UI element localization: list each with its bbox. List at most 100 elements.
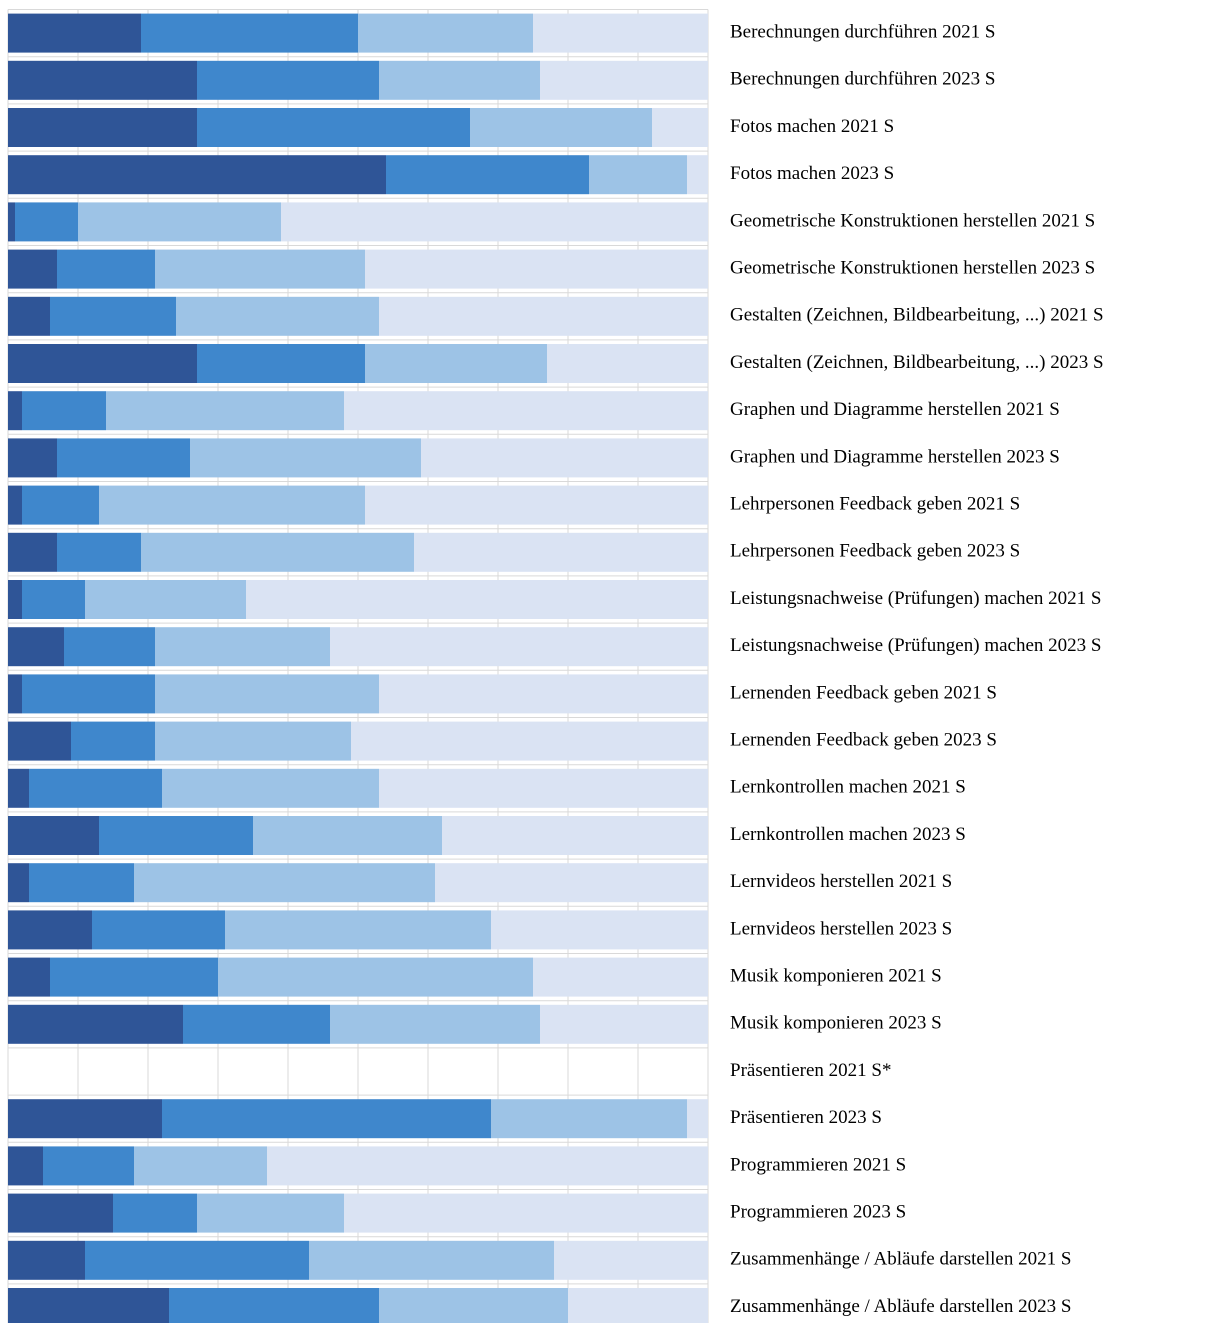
bar-segment (8, 1146, 43, 1186)
category-label: Graphen und Diagramme herstellen 2021 S (730, 399, 1060, 420)
bar-segment (365, 485, 708, 525)
bar-segment (8, 580, 22, 619)
bar-segment (197, 108, 470, 147)
category-label: Zusammenhänge / Abläufe darstellen 2023 … (730, 1296, 1071, 1317)
category-label: Berechnungen durchführen 2021 S (730, 21, 995, 42)
bar-segment (141, 532, 414, 572)
bar-segment (421, 438, 708, 478)
bar-segment (470, 108, 652, 147)
bar-segment (330, 627, 708, 667)
bar-segment (190, 438, 421, 478)
bar-segment (134, 1146, 267, 1186)
bar-segment (141, 13, 358, 53)
category-label: Geometrische Konstruktionen herstellen 2… (730, 257, 1095, 278)
bar-segment (169, 1288, 379, 1323)
bar-segment (43, 1146, 134, 1186)
bar-segment (8, 485, 22, 525)
bar-segment (8, 13, 141, 53)
bar-segment (29, 768, 162, 808)
category-label: Präsentieren 2021 S* (730, 1060, 891, 1081)
bar-segment (589, 155, 687, 195)
category-label: Zusammenhänge / Abläufe darstellen 2021 … (730, 1249, 1071, 1270)
bar-segment (379, 60, 540, 100)
bar-segment (22, 391, 106, 431)
category-label: Lernkontrollen machen 2023 S (730, 824, 966, 845)
category-label: Lehrpersonen Feedback geben 2021 S (730, 493, 1020, 514)
bar-segment (134, 863, 435, 903)
bar-segment (113, 1193, 197, 1233)
category-label: Gestalten (Zeichnen, Bildbearbeitung, ..… (730, 305, 1104, 326)
category-label: Programmieren 2021 S (730, 1154, 906, 1175)
bar-segment (183, 1004, 330, 1044)
bar-segment (344, 391, 708, 431)
bar-segment (176, 296, 379, 336)
bar-segment (253, 816, 442, 855)
bar-segment (8, 532, 57, 572)
bar-segment (8, 391, 22, 431)
bar-segment (8, 155, 386, 195)
bar-segment (533, 957, 708, 997)
bar-segment (533, 13, 708, 53)
bar-segment (57, 532, 141, 572)
bar-segment (435, 863, 708, 903)
bar-segment (155, 249, 365, 289)
category-label: Musik komponieren 2021 S (730, 965, 942, 986)
bar-segment (162, 1099, 491, 1139)
bar-segment (687, 1099, 708, 1139)
bar-segment (155, 721, 351, 761)
bar-segment (218, 957, 533, 997)
bar-segment (57, 249, 155, 289)
bar-segment (568, 1288, 708, 1323)
category-label: Lernvideos herstellen 2023 S (730, 918, 952, 939)
bar-segment (8, 344, 197, 383)
bar-segment (379, 1288, 568, 1323)
bar-segment (652, 108, 708, 147)
bar-segment (540, 1004, 708, 1044)
category-label: Graphen und Diagramme herstellen 2023 S (730, 446, 1060, 467)
bar-segment (8, 957, 50, 997)
category-label: Musik komponieren 2023 S (730, 1013, 942, 1034)
bar-segment (281, 202, 708, 242)
bar-segment (8, 438, 57, 478)
bar-segment (687, 155, 708, 195)
category-label: Berechnungen durchführen 2023 S (730, 69, 995, 90)
bar-segment (85, 1240, 309, 1280)
bar-segment (379, 296, 708, 336)
bar-segment (85, 580, 246, 619)
bar-segment (64, 627, 155, 667)
bar-segment (92, 910, 225, 950)
bar-segment (50, 296, 176, 336)
bar-segment (106, 391, 344, 431)
bar-segment (344, 1193, 708, 1233)
bar-segment (8, 674, 22, 714)
bar-segment (267, 1146, 708, 1186)
category-label: Geometrische Konstruktionen herstellen 2… (730, 210, 1095, 231)
bar-segment (8, 202, 15, 242)
bar-segment (225, 910, 491, 950)
category-label: Präsentieren 2023 S (730, 1107, 882, 1128)
bar-segment (197, 344, 365, 383)
bar-segment (442, 816, 708, 855)
bar-segment (540, 60, 708, 100)
bar-segment (57, 438, 190, 478)
category-label: Lernenden Feedback geben 2021 S (730, 682, 997, 703)
category-label: Lernvideos herstellen 2021 S (730, 871, 952, 892)
bar-segment (155, 627, 330, 667)
bar-segment (8, 249, 57, 289)
bar-segment (29, 863, 134, 903)
bar-segment (8, 721, 71, 761)
bar-segment (8, 1193, 113, 1233)
bar-segment (162, 768, 379, 808)
bar-segment (8, 1004, 183, 1044)
bar-segment (8, 296, 50, 336)
bar-segment (351, 721, 708, 761)
bar-segment (22, 485, 99, 525)
bar-segment (15, 202, 78, 242)
bar-segment (197, 1193, 344, 1233)
category-label: Fotos machen 2023 S (730, 163, 894, 184)
bar-segment (8, 1288, 169, 1323)
bar-segment (22, 580, 85, 619)
bar-segment (386, 155, 589, 195)
bar-segment (330, 1004, 540, 1044)
